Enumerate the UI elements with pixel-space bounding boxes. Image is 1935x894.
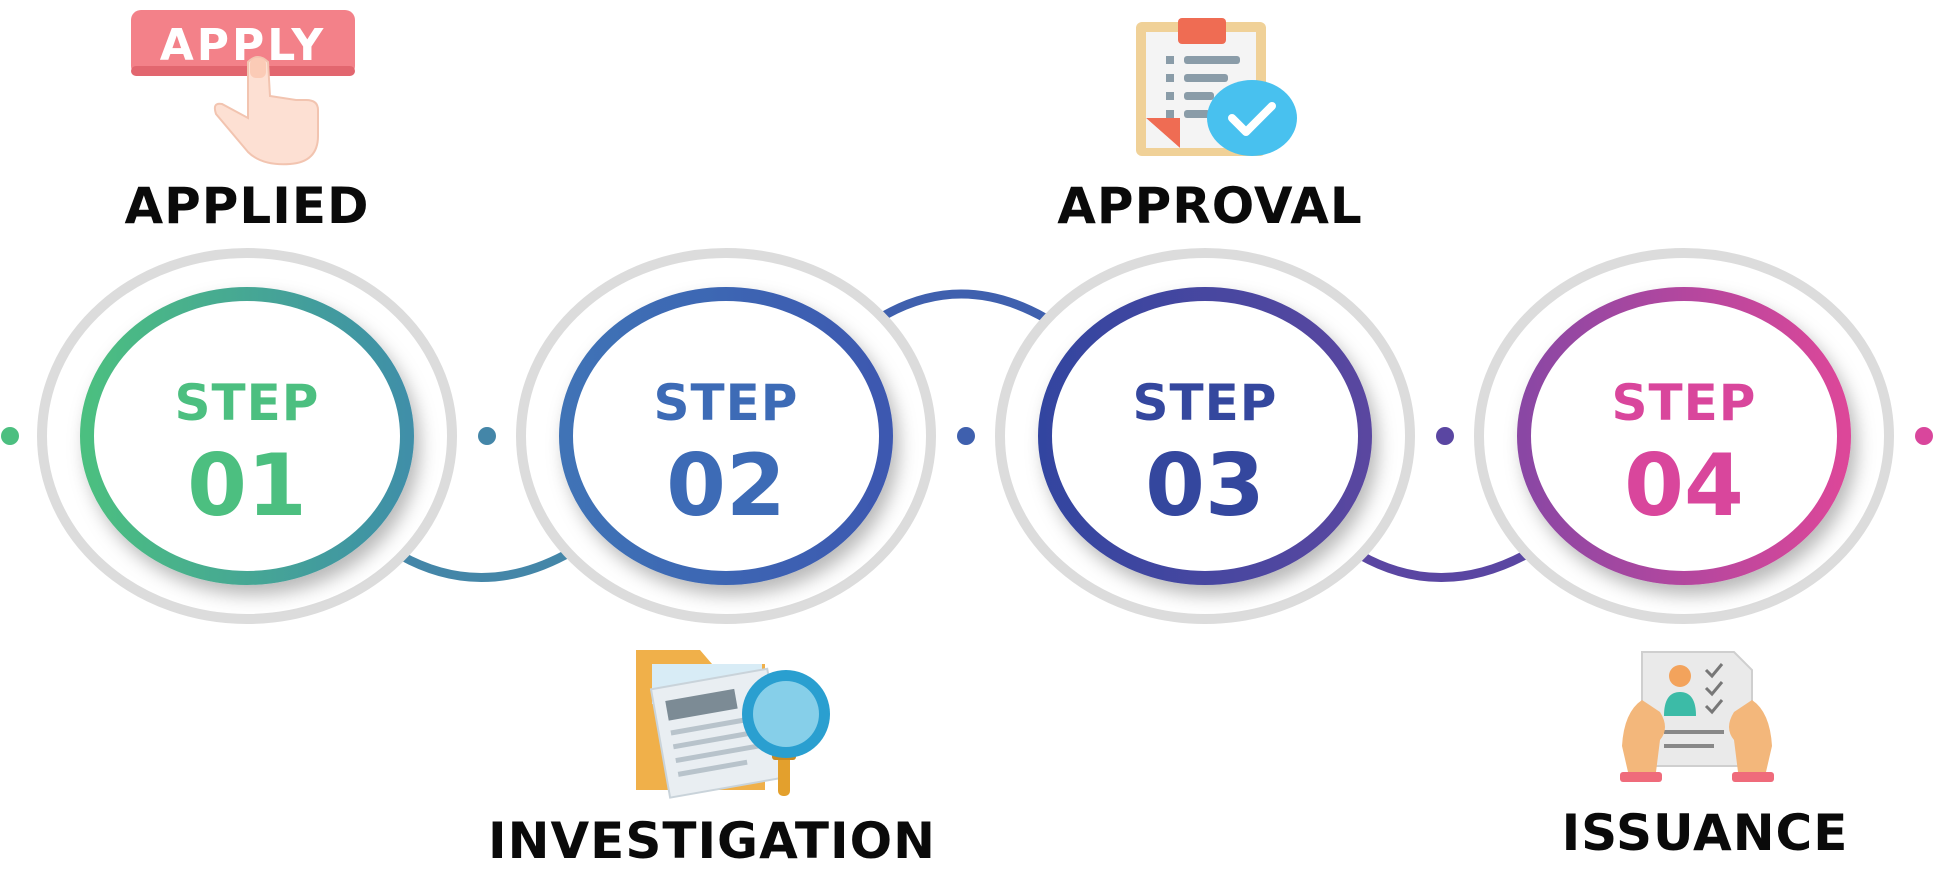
step-1-word: STEP xyxy=(175,374,320,432)
step-1: STEP 01 xyxy=(37,248,457,624)
step-2: STEP 02 xyxy=(516,248,936,624)
connector-1-2 xyxy=(395,550,570,582)
step-3-number: 03 xyxy=(1145,436,1265,536)
magnifier-document-icon xyxy=(636,650,830,799)
apply-click-icon: APPLY xyxy=(131,10,355,166)
dot-right xyxy=(1915,427,1933,445)
connector-3-4 xyxy=(1355,550,1530,582)
dot-1-2 xyxy=(478,427,496,445)
step-4-number: 04 xyxy=(1624,436,1744,536)
step-2-number: 02 xyxy=(666,436,786,536)
approved-clipboard-icon xyxy=(1136,18,1297,156)
id-certificate-icon xyxy=(1620,651,1774,782)
step-4-label: ISSUANCE xyxy=(1562,804,1849,862)
step-3-word: STEP xyxy=(1133,374,1278,432)
step-4: STEP 04 xyxy=(1474,248,1894,624)
connector-2-3 xyxy=(875,289,1050,323)
dot-3-4 xyxy=(1436,427,1454,445)
step-1-number: 01 xyxy=(187,436,307,536)
dot-2-3 xyxy=(957,427,975,445)
apply-button-text: APPLY xyxy=(160,20,327,71)
step-2-word: STEP xyxy=(654,374,799,432)
step-2-label: INVESTIGATION xyxy=(488,812,936,870)
step-4-word: STEP xyxy=(1612,374,1757,432)
step-3-label: APPROVAL xyxy=(1057,177,1363,235)
step-3: STEP 03 xyxy=(995,248,1415,624)
step-1-label: APPLIED xyxy=(124,177,369,235)
dot-left xyxy=(1,427,19,445)
